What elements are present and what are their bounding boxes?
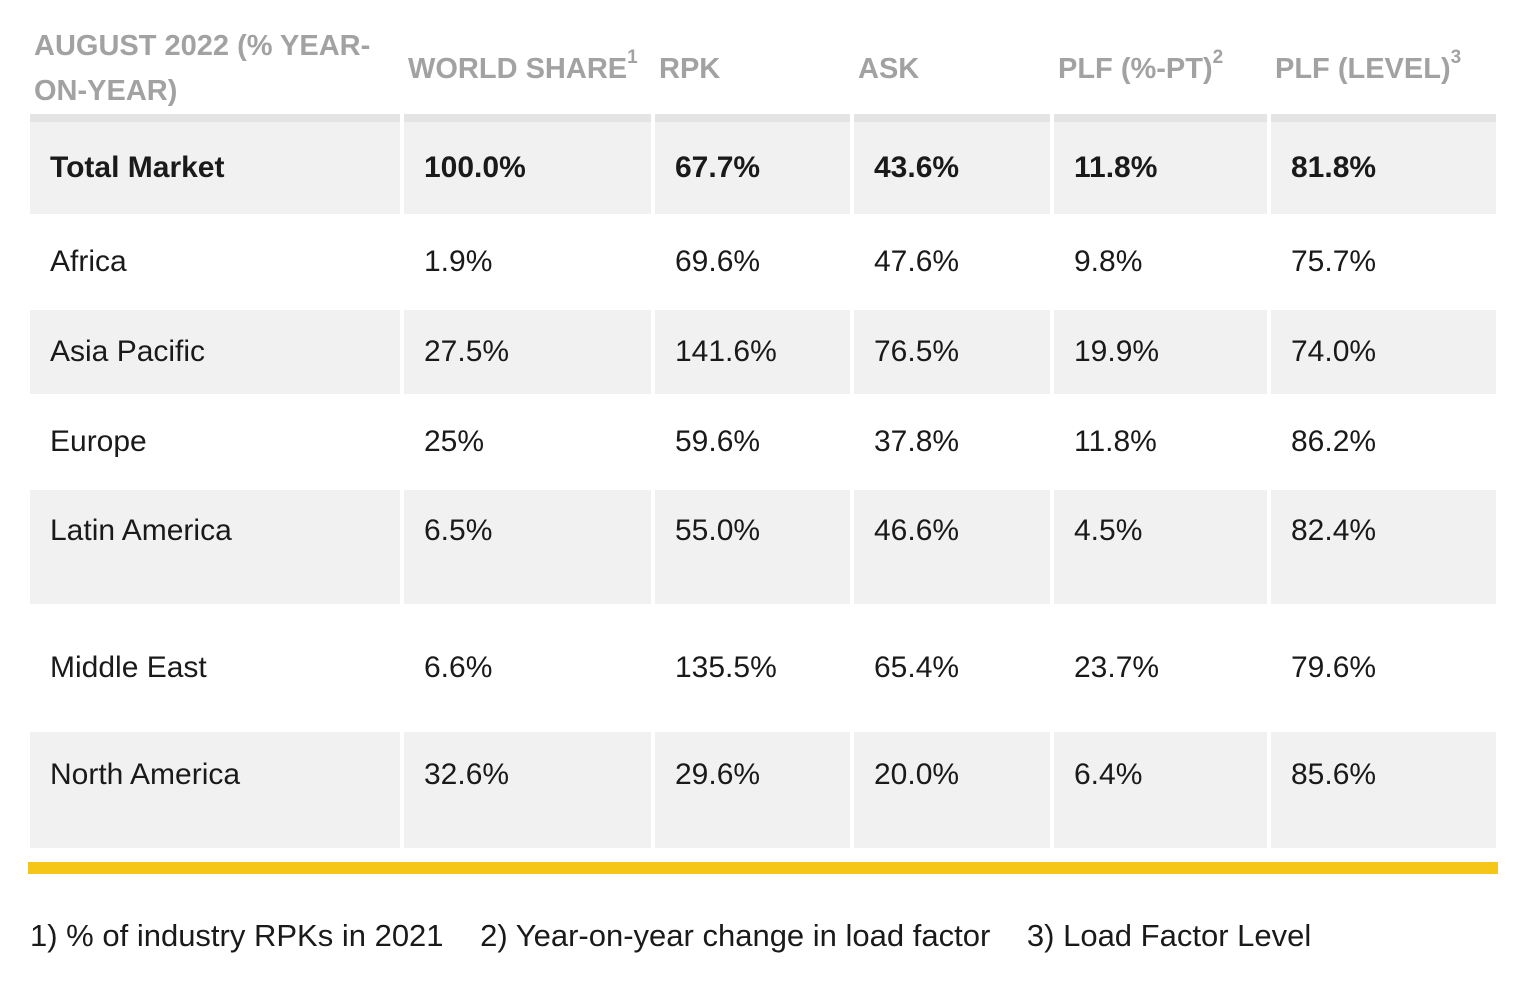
header-plf-pt: PLF (%-PT)2 bbox=[1054, 24, 1267, 122]
cell-region: Middle East bbox=[50, 651, 207, 684]
cell-region: North America bbox=[30, 732, 400, 848]
cell-plf-level: 79.6% bbox=[1291, 651, 1377, 684]
cell-world-share: 1.9% bbox=[424, 245, 493, 278]
table-row-north-america: North America 32.6% 29.6% 20.0% 6.4% 85.… bbox=[30, 732, 1496, 848]
header-ask: ASK bbox=[854, 24, 1050, 122]
table-row-africa: Africa 1.9% 69.6% 47.6% 9.8% 75.7% bbox=[30, 214, 1496, 310]
cell-region: Africa bbox=[50, 245, 127, 278]
cell-plf-pt: 23.7% bbox=[1074, 651, 1160, 684]
cell-rpk: 55.0% bbox=[655, 490, 850, 604]
cell-world-share: 6.6% bbox=[424, 651, 493, 684]
cell-plf-pt: 19.9% bbox=[1054, 310, 1267, 394]
cell-ask: 47.6% bbox=[874, 245, 960, 278]
footnote-marker-3: 3 bbox=[1450, 46, 1462, 68]
cell-rpk: 29.6% bbox=[655, 732, 850, 848]
footnotes: 1) % of industry RPKs in 2021 2) Year-on… bbox=[30, 918, 1339, 954]
cell-plf-level: 74.0% bbox=[1271, 310, 1496, 394]
cell-world-share: 6.5% bbox=[404, 490, 651, 604]
table-row-latin-america: Latin America 6.5% 55.0% 46.6% 4.5% 82.4… bbox=[30, 490, 1496, 604]
cell-ask: 20.0% bbox=[854, 732, 1050, 848]
cell-region: Latin America bbox=[30, 490, 400, 604]
cell-plf-level: 85.6% bbox=[1271, 732, 1496, 848]
cell-plf-pt: 11.8% bbox=[1074, 425, 1157, 458]
table-row-middle-east: Middle East 6.6% 135.5% 65.4% 23.7% 79.6… bbox=[30, 604, 1496, 732]
cell-plf-pt: 9.8% bbox=[1074, 245, 1143, 278]
footnote-3: 3) Load Factor Level bbox=[1026, 918, 1312, 953]
footnote-marker-2: 2 bbox=[1212, 46, 1224, 68]
table-row-asia-pacific: Asia Pacific 27.5% 141.6% 76.5% 19.9% 74… bbox=[30, 310, 1496, 394]
header-plf-level: PLF (LEVEL)3 bbox=[1271, 24, 1496, 122]
cell-rpk: 141.6% bbox=[655, 310, 850, 394]
cell-world-share: 27.5% bbox=[404, 310, 651, 394]
cell-plf-level: 86.2% bbox=[1291, 425, 1377, 458]
footnote-2: 2) Year-on-year change in load factor bbox=[480, 918, 991, 953]
cell-plf-pt: 6.4% bbox=[1054, 732, 1267, 848]
cell-world-share: 25% bbox=[424, 425, 485, 458]
cell-plf-level: 75.7% bbox=[1291, 245, 1377, 278]
footnote-marker-1: 1 bbox=[627, 46, 638, 68]
header-period: AUGUST 2022 (% YEAR-ON-YEAR) bbox=[30, 24, 400, 122]
cell-ask: 65.4% bbox=[874, 651, 960, 684]
traffic-table-container: AUGUST 2022 (% YEAR-ON-YEAR) WORLD SHARE… bbox=[30, 24, 1496, 848]
footnote-1: 1) % of industry RPKs in 2021 bbox=[30, 918, 444, 953]
cell-region: Asia Pacific bbox=[30, 310, 400, 394]
accent-divider bbox=[28, 862, 1498, 874]
traffic-table: AUGUST 2022 (% YEAR-ON-YEAR) WORLD SHARE… bbox=[26, 24, 1500, 848]
cell-ask: 76.5% bbox=[854, 310, 1050, 394]
cell-plf-pt: 4.5% bbox=[1054, 490, 1267, 604]
cell-region: Europe bbox=[50, 425, 147, 458]
cell-rpk: 67.7% bbox=[655, 122, 850, 214]
cell-rpk: 69.6% bbox=[675, 245, 761, 278]
header-rpk: RPK bbox=[655, 24, 850, 122]
table-row-total-market: Total Market 100.0% 67.7% 43.6% 11.8% 81… bbox=[30, 122, 1496, 214]
cell-world-share: 32.6% bbox=[404, 732, 651, 848]
cell-ask: 37.8% bbox=[874, 425, 960, 458]
cell-plf-level: 81.8% bbox=[1271, 122, 1496, 214]
cell-rpk: 59.6% bbox=[675, 425, 761, 458]
header-world-share: WORLD SHARE1 bbox=[404, 24, 651, 122]
cell-rpk: 135.5% bbox=[675, 651, 777, 684]
cell-ask: 46.6% bbox=[854, 490, 1050, 604]
cell-plf-pt: 11.8% bbox=[1054, 122, 1267, 214]
table-header-row: AUGUST 2022 (% YEAR-ON-YEAR) WORLD SHARE… bbox=[30, 24, 1496, 122]
table-row-europe: Europe 25% 59.6% 37.8% 11.8% 86.2% bbox=[30, 394, 1496, 490]
cell-ask: 43.6% bbox=[854, 122, 1050, 214]
cell-world-share: 100.0% bbox=[404, 122, 651, 214]
cell-region: Total Market bbox=[30, 122, 400, 214]
cell-plf-level: 82.4% bbox=[1271, 490, 1496, 604]
